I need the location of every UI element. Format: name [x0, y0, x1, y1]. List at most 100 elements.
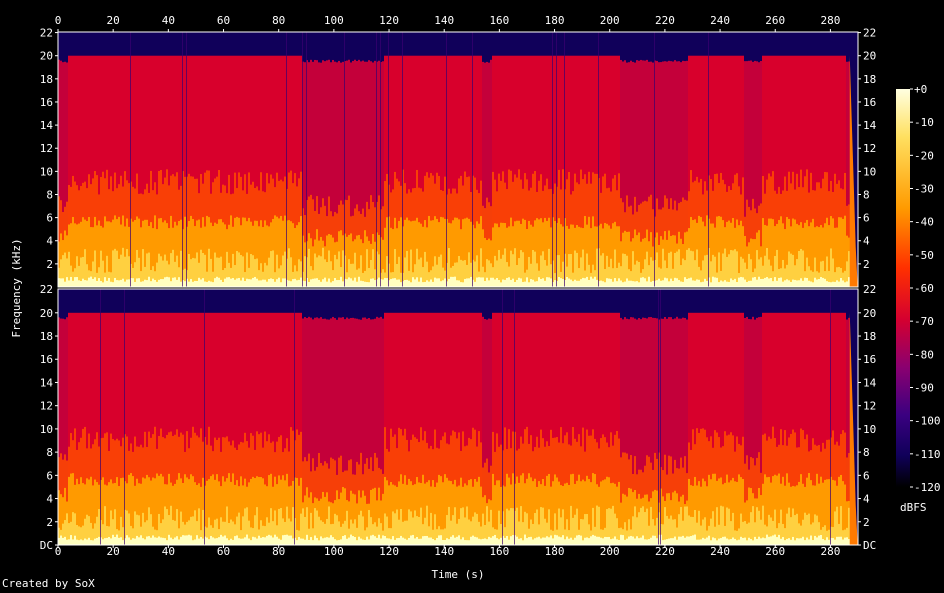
- spectrum-column: [584, 312, 586, 545]
- spectrum-column: [210, 312, 212, 545]
- spectrum-column: [584, 55, 586, 287]
- spectrum-column: [122, 312, 124, 545]
- y-tick-label: 8: [46, 446, 53, 459]
- spectrum-column: [212, 312, 214, 545]
- spectrum-column: [450, 312, 452, 545]
- spectrum-column: [690, 55, 692, 287]
- spectrum-column: [444, 312, 446, 545]
- spectrum-column: [696, 312, 698, 545]
- spectrum-column: [268, 55, 270, 287]
- spectrum-column: [198, 55, 200, 287]
- colorbar-ticks: +0 -10 -20 -30 -40 -50 -60 -70 -80 -90 -100 -110 -12…: [910, 83, 941, 494]
- spectrum-column: [128, 55, 130, 287]
- spectrum-column: [806, 55, 808, 287]
- spectrum-column: [422, 312, 424, 545]
- spectrum-column: [458, 55, 460, 287]
- spectrum-column: [666, 318, 668, 545]
- spectrum-column: [446, 312, 448, 545]
- colorbar-tick-label: -30: [914, 183, 934, 196]
- spectrum-column: [410, 312, 412, 545]
- spectrum-column: [156, 312, 158, 545]
- spectrum-column: [168, 55, 170, 287]
- spectrum-column: [638, 60, 640, 288]
- spectrum-column: [220, 312, 222, 545]
- spectrum-column: [390, 55, 392, 287]
- spectrum-column: [818, 312, 820, 545]
- spectrum-column: [650, 61, 652, 287]
- spectrum-column: [758, 317, 760, 545]
- spectrum-column: [558, 312, 560, 545]
- spectrum-column: [68, 312, 70, 545]
- x-tick-label: 120: [379, 545, 399, 558]
- spectrum-column: [512, 55, 514, 287]
- spectrum-column: [74, 55, 76, 287]
- spectrum-column: [342, 61, 344, 287]
- spectrum-column: [430, 312, 432, 545]
- spectrum-column: [432, 55, 434, 287]
- spectrum-column: [556, 32, 558, 287]
- spectrum-column: [694, 312, 696, 545]
- spectrum-column: [640, 319, 642, 545]
- spectrum-column: [390, 312, 392, 545]
- spectrum-column: [154, 55, 156, 287]
- spectrum-column: [680, 318, 682, 545]
- spectrum-column: [576, 312, 578, 545]
- spectrum-column: [574, 55, 576, 287]
- spectrum-column: [134, 312, 136, 545]
- spectrum-column: [730, 312, 732, 545]
- colorbar-tick-label: -90: [914, 382, 934, 395]
- spectrum-column: [146, 312, 148, 545]
- x-tick-label: 100: [324, 545, 344, 558]
- spectrum-column: [154, 312, 156, 545]
- spectrum-column: [330, 318, 332, 545]
- spectrum-column: [792, 312, 794, 545]
- spectrum-column: [238, 312, 240, 545]
- spectrum-column: [532, 55, 534, 287]
- spectrum-column: [784, 55, 786, 287]
- spectrum-column: [484, 62, 486, 287]
- spectrum-column: [510, 312, 512, 545]
- spectrum-column: [342, 317, 344, 545]
- spectrum-column: [544, 312, 546, 545]
- spectrum-column: [320, 62, 322, 288]
- spectrum-column: [192, 55, 194, 287]
- spectrum-column: [786, 312, 788, 545]
- spectrum-column: [718, 55, 720, 287]
- spectrum-column: [658, 289, 660, 545]
- spectrum-column: [826, 312, 828, 545]
- spectrum-column: [386, 312, 388, 545]
- spectrum-column: [786, 55, 788, 287]
- spectrum-column: [720, 312, 722, 545]
- spectrum-column: [214, 55, 216, 287]
- spectrum-column: [734, 312, 736, 545]
- spectrum-column: [302, 318, 304, 545]
- spectrum-column: [684, 317, 686, 545]
- spectrum-column: [294, 289, 296, 545]
- spectrum-column: [502, 55, 504, 287]
- spectrum-column: [764, 55, 766, 287]
- spectrum-column: [190, 312, 192, 545]
- y-tick-label: 20: [40, 50, 53, 63]
- spectrum-column: [682, 317, 684, 545]
- spectrum-column: [724, 312, 726, 545]
- spectrum-column: [660, 62, 662, 287]
- spectrum-column: [418, 312, 420, 545]
- spectrum-column: [58, 59, 60, 288]
- y-tick-label: 16: [40, 96, 53, 109]
- spectrum-column: [564, 32, 566, 287]
- spectrum-column: [756, 317, 758, 545]
- spectrum-column: [142, 312, 144, 545]
- y-tick-label: 2: [46, 258, 53, 271]
- spectrum-column: [232, 312, 234, 545]
- spectrum-column: [176, 312, 178, 545]
- spectrum-column: [100, 289, 102, 545]
- spectrum-column: [140, 55, 142, 287]
- spectrum-column: [434, 55, 436, 287]
- spectrum-column: [788, 312, 790, 545]
- spectrum-column: [494, 55, 496, 287]
- spectrum-column: [718, 312, 720, 545]
- spectrum-column: [536, 55, 538, 287]
- spectrum-column: [662, 318, 664, 545]
- spectrum-column: [640, 59, 642, 287]
- spectrum-column: [402, 312, 404, 545]
